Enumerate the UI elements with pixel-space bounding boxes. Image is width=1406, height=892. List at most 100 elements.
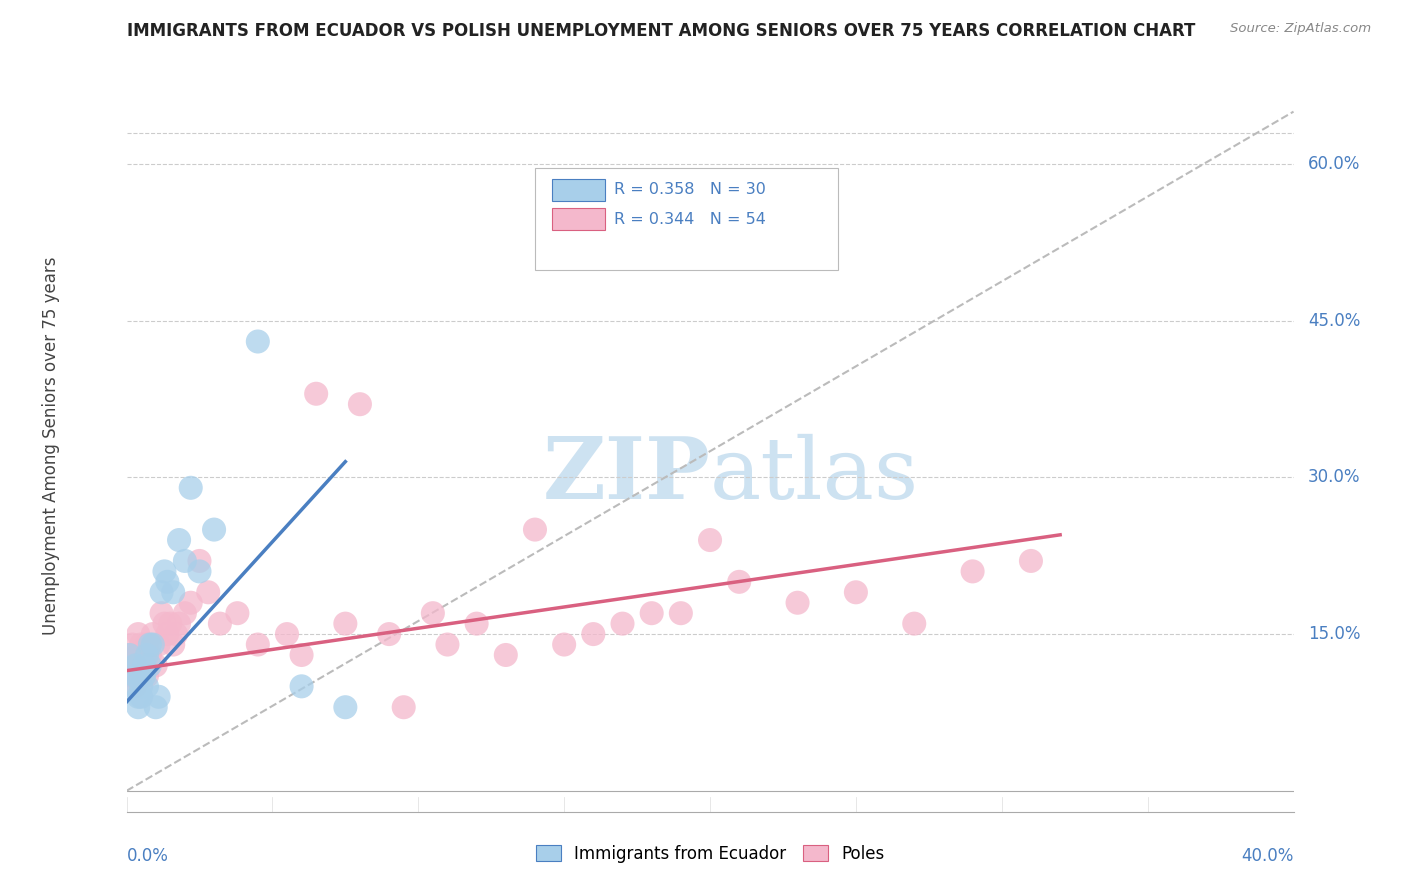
Point xyxy=(246,334,269,349)
Point xyxy=(156,574,179,589)
Text: R = 0.358   N = 30: R = 0.358 N = 30 xyxy=(614,183,766,197)
Point xyxy=(129,679,152,693)
Point xyxy=(226,606,249,620)
Text: 15.0%: 15.0% xyxy=(1308,625,1361,643)
Point xyxy=(246,638,269,652)
Point xyxy=(845,585,868,599)
Point xyxy=(582,627,605,641)
Point xyxy=(174,554,197,568)
Point xyxy=(136,669,159,683)
Point xyxy=(150,606,173,620)
Point xyxy=(903,616,925,631)
Point xyxy=(1019,554,1042,568)
Text: IMMIGRANTS FROM ECUADOR VS POLISH UNEMPLOYMENT AMONG SENIORS OVER 75 YEARS CORRE: IMMIGRANTS FROM ECUADOR VS POLISH UNEMPL… xyxy=(127,22,1195,40)
Point xyxy=(197,585,219,599)
Point xyxy=(136,679,159,693)
Point xyxy=(335,616,357,631)
Point xyxy=(640,606,664,620)
Point xyxy=(162,638,184,652)
Point xyxy=(436,638,458,652)
Point xyxy=(188,554,211,568)
Point xyxy=(139,638,162,652)
Point xyxy=(378,627,401,641)
Point xyxy=(290,679,312,693)
Text: 60.0%: 60.0% xyxy=(1308,155,1361,173)
Point xyxy=(142,627,165,641)
Point xyxy=(524,523,547,537)
Point xyxy=(728,574,751,589)
Text: 30.0%: 30.0% xyxy=(1308,468,1361,486)
Point xyxy=(156,627,179,641)
Point xyxy=(124,669,146,683)
Point xyxy=(162,585,184,599)
Point xyxy=(167,616,190,631)
Text: 45.0%: 45.0% xyxy=(1308,311,1361,330)
Point xyxy=(495,648,517,662)
Point xyxy=(208,616,231,631)
FancyBboxPatch shape xyxy=(534,168,838,270)
Point xyxy=(129,669,152,683)
Point xyxy=(132,658,155,673)
Point xyxy=(290,648,312,662)
Point xyxy=(465,616,488,631)
Point xyxy=(124,658,146,673)
Point xyxy=(124,658,146,673)
Point xyxy=(422,606,444,620)
Point xyxy=(121,669,143,683)
Point xyxy=(305,386,328,401)
Point xyxy=(786,596,808,610)
Point xyxy=(124,679,146,693)
Point xyxy=(553,638,575,652)
Point xyxy=(121,679,143,693)
Point xyxy=(159,616,181,631)
Point xyxy=(150,585,173,599)
Point xyxy=(142,638,165,652)
Point xyxy=(132,658,155,673)
Point xyxy=(132,669,155,683)
Text: R = 0.344   N = 54: R = 0.344 N = 54 xyxy=(614,211,766,227)
Text: 0.0%: 0.0% xyxy=(127,847,169,865)
Point xyxy=(188,565,211,579)
Point xyxy=(202,523,225,537)
Point xyxy=(136,638,159,652)
Text: ZIP: ZIP xyxy=(543,434,710,517)
Point xyxy=(121,638,143,652)
Text: Unemployment Among Seniors over 75 years: Unemployment Among Seniors over 75 years xyxy=(42,257,59,635)
FancyBboxPatch shape xyxy=(553,179,605,201)
Point xyxy=(174,606,197,620)
Point xyxy=(962,565,984,579)
Legend: Immigrants from Ecuador, Poles: Immigrants from Ecuador, Poles xyxy=(529,838,891,869)
Point xyxy=(167,533,190,547)
Point xyxy=(148,638,170,652)
Point xyxy=(139,648,162,662)
Point xyxy=(145,658,167,673)
Point xyxy=(129,638,152,652)
Point xyxy=(180,481,202,495)
Point xyxy=(276,627,298,641)
Point xyxy=(129,690,152,704)
Point xyxy=(139,658,162,673)
Text: 40.0%: 40.0% xyxy=(1241,847,1294,865)
Point xyxy=(165,627,187,641)
Point xyxy=(180,596,202,610)
Point xyxy=(153,616,176,631)
Point xyxy=(145,700,167,714)
Point xyxy=(669,606,692,620)
Point xyxy=(136,648,159,662)
Point xyxy=(118,648,141,662)
FancyBboxPatch shape xyxy=(553,209,605,230)
Point xyxy=(129,669,152,683)
Point xyxy=(127,700,149,714)
Point xyxy=(349,397,371,411)
Point xyxy=(148,690,170,704)
Point xyxy=(699,533,721,547)
Point xyxy=(335,700,357,714)
Point xyxy=(612,616,634,631)
Point xyxy=(127,627,149,641)
Text: atlas: atlas xyxy=(710,434,920,516)
Text: Source: ZipAtlas.com: Source: ZipAtlas.com xyxy=(1230,22,1371,36)
Point xyxy=(118,648,141,662)
Point xyxy=(392,700,415,714)
Point xyxy=(153,565,176,579)
Point xyxy=(127,648,149,662)
